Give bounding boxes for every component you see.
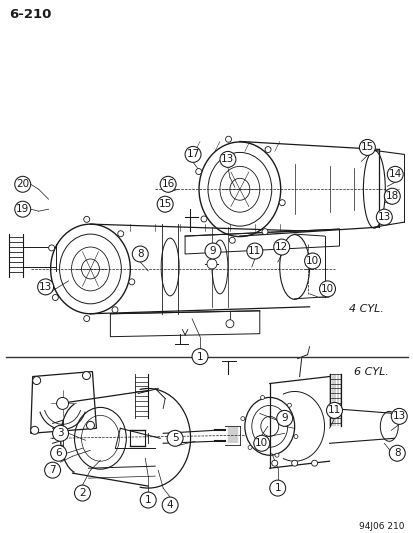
Circle shape [219,151,235,167]
Circle shape [57,398,69,409]
Circle shape [253,435,269,451]
Circle shape [247,446,252,449]
Circle shape [31,426,38,434]
Circle shape [83,216,90,222]
Circle shape [204,243,221,259]
Text: 7: 7 [49,465,56,475]
Text: 2: 2 [79,488,85,498]
Circle shape [293,434,297,439]
Text: 5: 5 [171,433,178,443]
Circle shape [304,253,320,269]
Text: 4 CYL.: 4 CYL. [349,304,383,314]
Text: 13: 13 [39,282,52,292]
Text: 4: 4 [166,500,173,510]
Circle shape [264,147,271,152]
Circle shape [387,166,402,182]
Circle shape [140,492,156,508]
Circle shape [276,410,292,426]
Circle shape [160,176,176,192]
Circle shape [225,136,231,142]
Circle shape [225,320,233,328]
Circle shape [261,229,267,235]
Circle shape [33,376,40,384]
Text: 8: 8 [137,249,143,259]
Circle shape [390,408,406,424]
Circle shape [326,402,342,418]
Text: 9: 9 [209,246,216,256]
Circle shape [246,243,262,259]
Circle shape [388,445,404,461]
Text: 19: 19 [16,204,29,214]
Circle shape [38,279,53,295]
Circle shape [128,279,135,285]
Circle shape [74,485,90,501]
Text: 6: 6 [55,448,62,458]
Text: 94J06 210: 94J06 210 [358,522,403,531]
Text: 15: 15 [158,199,171,209]
Text: 6 CYL.: 6 CYL. [354,367,388,377]
Circle shape [311,460,317,466]
Circle shape [200,216,206,222]
Circle shape [162,497,178,513]
Circle shape [157,196,173,212]
Circle shape [274,453,278,457]
Circle shape [52,295,58,301]
Circle shape [15,201,31,217]
Text: 17: 17 [186,149,199,159]
Circle shape [192,349,207,365]
Circle shape [167,430,183,446]
Circle shape [82,372,90,379]
Circle shape [52,425,69,441]
Text: 6-210: 6-210 [9,8,51,21]
Circle shape [50,445,66,461]
Text: 11: 11 [327,406,340,415]
Text: 1: 1 [274,483,280,493]
Text: 16: 16 [161,179,174,189]
Circle shape [229,237,235,243]
Circle shape [383,188,399,204]
Circle shape [49,245,55,251]
Circle shape [117,231,123,237]
Text: 8: 8 [393,448,400,458]
Text: 11: 11 [247,246,261,256]
Text: 10: 10 [305,256,318,266]
Circle shape [240,417,244,421]
Circle shape [273,239,289,255]
Circle shape [86,422,94,429]
Circle shape [45,462,60,478]
Circle shape [278,200,285,206]
Text: 20: 20 [16,179,29,189]
Text: 10: 10 [320,284,333,294]
Text: 1: 1 [145,495,151,505]
Text: 13: 13 [392,411,405,422]
Circle shape [112,307,118,313]
Circle shape [358,140,375,156]
Circle shape [195,168,201,174]
Circle shape [15,176,31,192]
Text: 9: 9 [281,414,287,423]
Text: 3: 3 [57,429,64,438]
Text: 14: 14 [388,169,401,179]
Text: 10: 10 [254,438,268,448]
Text: 13: 13 [221,155,234,164]
Circle shape [319,281,335,297]
Text: 13: 13 [377,212,390,222]
Text: 1: 1 [196,352,203,361]
Circle shape [287,403,291,407]
Circle shape [83,316,90,321]
Circle shape [291,460,297,466]
Circle shape [206,259,216,269]
Circle shape [375,209,392,225]
Circle shape [260,395,264,399]
Circle shape [185,147,201,163]
Circle shape [132,246,148,262]
Text: 18: 18 [385,191,398,201]
Text: 15: 15 [360,142,373,152]
Circle shape [271,460,277,466]
Text: 12: 12 [274,242,287,252]
Circle shape [269,480,285,496]
